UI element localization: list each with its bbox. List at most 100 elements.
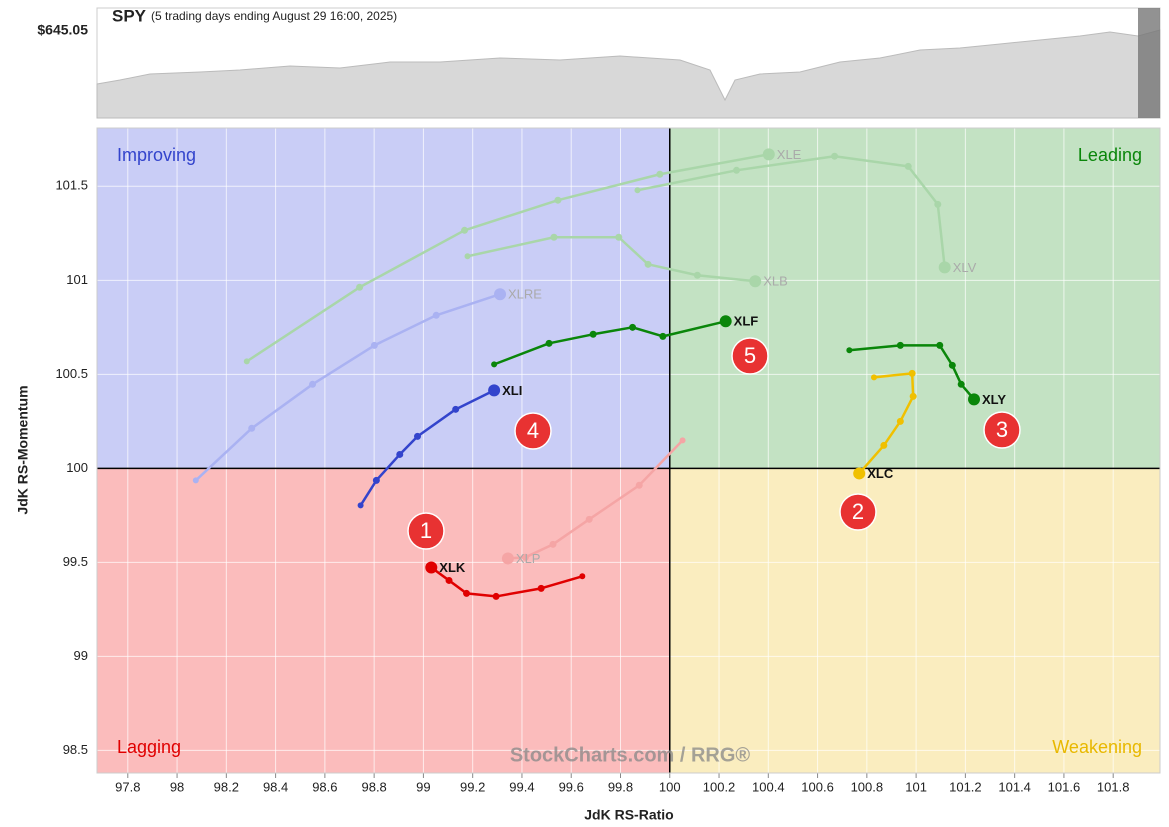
trail (246, 153, 770, 363)
trail-point (589, 330, 597, 338)
trail-point (585, 515, 593, 523)
trail (467, 236, 756, 283)
watermark: StockCharts.com / RRG® (510, 744, 751, 766)
trail-point (909, 392, 917, 400)
trail-point (693, 271, 701, 279)
trail-point (846, 347, 853, 354)
trail-point (948, 361, 956, 369)
head-point (968, 393, 981, 406)
annotation-badge (407, 512, 445, 550)
trail-point (521, 553, 529, 561)
series-label: XLB (763, 274, 788, 289)
x-tick-label: 100 (659, 779, 681, 794)
x-tick-label: 101 (905, 779, 927, 794)
trail-point (370, 341, 378, 349)
trail-point (870, 374, 877, 381)
trail-point (492, 592, 500, 600)
series-label: XLK (439, 560, 466, 575)
x-tick-label: 98.8 (361, 779, 386, 794)
trail (194, 293, 501, 482)
x-axis-title: JdK RS-Ratio (584, 807, 673, 823)
quadrant-label: Lagging (117, 737, 181, 757)
x-tick-label: 99 (416, 779, 430, 794)
annotation-number: 4 (527, 418, 539, 443)
series-label: XLE (777, 147, 802, 162)
annotation-number: 5 (744, 343, 756, 368)
series-label: XLRE (508, 287, 542, 302)
y-tick-label: 98.5 (63, 742, 88, 757)
trail-point (936, 341, 944, 349)
series-label: XLV (953, 260, 977, 275)
trail-point (549, 540, 557, 548)
spy-price: $645.05 (37, 22, 88, 38)
annotation-badge (839, 493, 877, 531)
trail (430, 566, 583, 598)
trail-point (656, 170, 664, 178)
annotation-number: 1 (420, 518, 432, 543)
trail-point (464, 253, 471, 260)
x-tick-label: 99.8 (608, 779, 633, 794)
x-tick-label: 101.6 (1048, 779, 1081, 794)
x-tick-label: 100.8 (851, 779, 884, 794)
trail-point (545, 339, 553, 347)
trail-point (248, 424, 256, 432)
trail-point (396, 450, 404, 458)
series-label: XLI (502, 383, 522, 398)
x-tick-label: 101.8 (1097, 779, 1130, 794)
trail-point (550, 233, 558, 241)
head-point (762, 148, 775, 161)
trail-point (309, 380, 317, 388)
trail-point (880, 441, 888, 449)
annotation-number: 3 (996, 417, 1008, 442)
x-tick-label: 98.6 (312, 779, 337, 794)
x-tick-label: 100.4 (752, 779, 785, 794)
trail-point (537, 584, 545, 592)
spy-panel: SPY (5 trading days ending August 29 16:… (37, 6, 1161, 119)
trail (359, 389, 495, 507)
trail-point (634, 187, 641, 194)
trail-point (659, 332, 667, 340)
y-tick-label: 100.5 (55, 366, 88, 381)
trail-point (896, 417, 904, 425)
trail-point (679, 437, 686, 444)
head-point (853, 467, 866, 480)
trail-point (192, 477, 199, 484)
x-tick-label: 97.8 (115, 779, 140, 794)
annotation-badge (514, 412, 552, 450)
head-point (719, 315, 732, 328)
y-tick-label: 99.5 (63, 554, 88, 569)
y-tick-label: 100 (66, 460, 88, 475)
spy-sparkline (96, 29, 1161, 119)
quadrant-lagging (97, 468, 670, 773)
trail-point (615, 233, 623, 241)
trail-point (463, 589, 471, 597)
trail-point (243, 358, 250, 365)
trail-point (831, 152, 839, 160)
series-label: XLY (982, 392, 1006, 407)
trail (637, 154, 946, 268)
trail-point (908, 369, 916, 377)
series-label: XLC (867, 466, 894, 481)
series-label: XLP (516, 551, 541, 566)
trail-point (356, 283, 364, 291)
annotation-number: 2 (852, 499, 864, 524)
x-tick-label: 101.4 (998, 779, 1031, 794)
trail-point (896, 341, 904, 349)
quadrant-improving (97, 128, 670, 469)
x-tick-label: 100.6 (801, 779, 834, 794)
trail-point (904, 162, 912, 170)
trail-point (445, 576, 453, 584)
trail-point (629, 323, 637, 331)
series-label: XLF (734, 314, 759, 329)
spy-title: SPY (112, 6, 147, 25)
y-axis-title: JdK RS-Momentum (15, 385, 31, 514)
spy-subtitle: (5 trading days ending August 29 16:00, … (151, 9, 397, 23)
trail-point (372, 476, 380, 484)
head-point (501, 552, 514, 565)
quadrant-label: Weakening (1052, 737, 1142, 757)
trail-point (644, 260, 652, 268)
spy-window (1138, 8, 1160, 118)
x-tick-label: 101.2 (949, 779, 982, 794)
head-point (749, 275, 762, 288)
